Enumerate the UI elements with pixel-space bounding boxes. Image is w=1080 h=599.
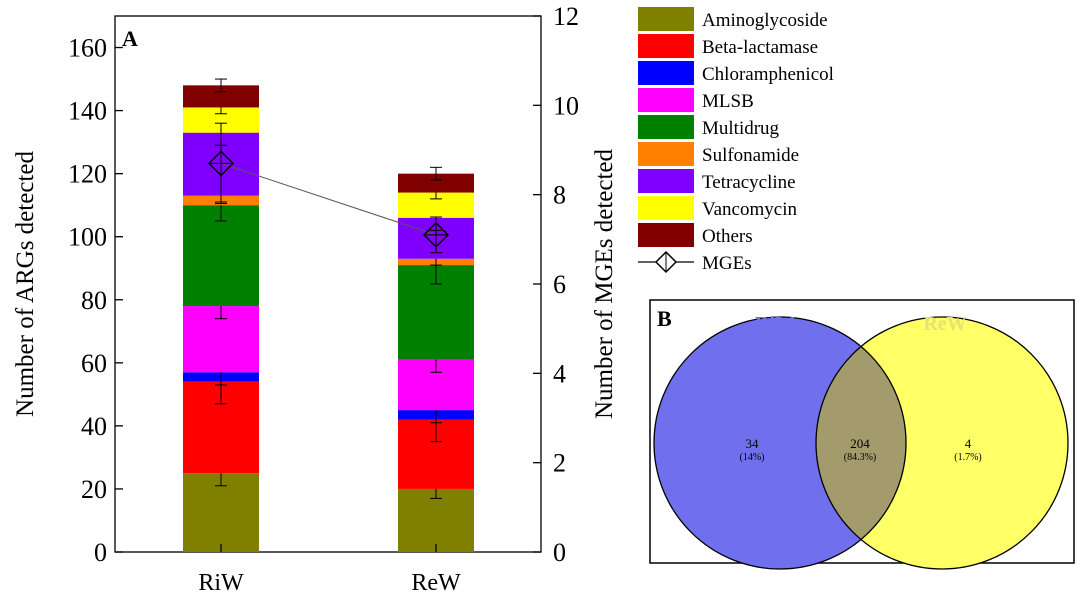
left-tick-label: 40 [81, 412, 107, 441]
panel-letter-a: A [122, 26, 138, 51]
right-tick-label: 4 [553, 359, 566, 388]
bar-segment-others [183, 85, 259, 108]
bar-segment-aminoglycoside [398, 488, 474, 552]
bar-segment-aminoglycoside [183, 473, 259, 552]
left-tick-label: 160 [68, 34, 107, 63]
panel-letter-b: B [657, 306, 672, 331]
right-tick-label: 2 [553, 449, 566, 478]
left-tick-label: 80 [81, 286, 107, 315]
venn-frame [649, 299, 1075, 564]
right-y-axis: 0 2 4 6 8 10 12 [533, 2, 579, 567]
legend-label: Sulfonamide [702, 145, 799, 166]
right-tick-label: 12 [553, 2, 579, 31]
venn-outline-riw [653, 316, 907, 570]
bar-segment-others [398, 173, 474, 193]
legend-swatch-tetracycline [638, 169, 694, 193]
venn-count-rew-only: 4 [965, 436, 972, 451]
venn-percent-riw-only: (14%) [740, 452, 765, 463]
legend-swatch-mlsb [638, 88, 694, 112]
x-category-label: RiW [198, 570, 244, 596]
venn-set-label-riw: RiW [755, 313, 795, 335]
legend-swatch-others [638, 223, 694, 247]
left-tick-label: 140 [68, 97, 107, 126]
mges-line [220, 162, 437, 236]
x-category-label: ReW [411, 570, 461, 596]
stacked-bars [183, 78, 474, 552]
x-axis-categories: RiW ReW [198, 570, 461, 596]
panel-b-venn: B RiW ReW 34 (14%) 204 (84.3%) 4 (1.7%) [649, 299, 1075, 570]
legend-label: MLSB [702, 91, 754, 112]
right-tick-label: 10 [553, 91, 579, 120]
left-tick-label: 120 [68, 160, 107, 189]
legend-swatch-chloramphenicol [638, 61, 694, 85]
venn-count-riw-only: 34 [746, 436, 760, 451]
mges-series [207, 122, 450, 254]
venn-count-shared: 204 [850, 436, 870, 451]
right-tick-label: 6 [553, 270, 566, 299]
left-axis-title: Number of ARGs detected [12, 151, 39, 417]
legend-label: Tetracycline [702, 172, 796, 193]
left-tick-label: 100 [68, 223, 107, 252]
venn-overlap [816, 346, 907, 540]
venn-outline-rew [815, 316, 1069, 570]
left-tick-label: 60 [81, 349, 107, 378]
left-y-axis: 0 20 40 60 80 100 120 140 160 [68, 34, 123, 567]
legend-swatch-beta-lactamase [638, 34, 694, 58]
legend: Aminoglycoside Beta-lactamase Chlorampheni… [638, 7, 834, 274]
left-tick-label: 20 [81, 475, 107, 504]
legend-label: MGEs [702, 253, 752, 274]
legend-label: Beta-lactamase [702, 37, 818, 58]
legend-label: Others [702, 226, 753, 247]
venn-set-label-rew: ReW [923, 313, 966, 335]
right-tick-label: 8 [553, 181, 566, 210]
right-tick-label: 0 [553, 538, 566, 567]
legend-swatch-multidrug [638, 115, 694, 139]
venn-percent-rew-only: (1.7%) [954, 452, 982, 463]
bar-segment-multidrug [183, 205, 259, 307]
legend-swatch-vancomycin [638, 196, 694, 220]
legend-swatch-aminoglycoside [638, 7, 694, 31]
legend-label: Chloramphenicol [702, 64, 834, 85]
legend-swatch-sulfonamide [638, 142, 694, 166]
panel-a-chart: A 0 20 40 60 80 100 120 140 160 0 2 4 6 8 10 12 RiW ReW… [12, 2, 618, 596]
legend-label: Multidrug [702, 118, 780, 139]
legend-label: Aminoglycoside [702, 10, 828, 31]
right-axis-title: Number of MGEs detected [591, 148, 618, 419]
legend-label: Vancomycin [702, 199, 797, 220]
left-tick-label: 0 [94, 538, 107, 567]
plot-frame [114, 15, 542, 553]
venn-percent-shared: (84.3%) [844, 452, 877, 463]
